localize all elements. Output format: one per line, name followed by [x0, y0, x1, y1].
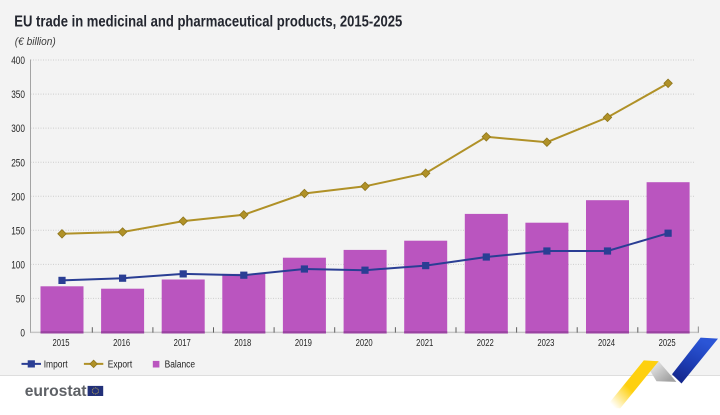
svg-text:EU trade in medicinal and phar: EU trade in medicinal and pharmaceutical…: [14, 13, 402, 31]
svg-text:2025: 2025: [659, 337, 676, 348]
svg-text:300: 300: [11, 123, 25, 135]
svg-text:2024: 2024: [598, 337, 615, 348]
svg-text:2021: 2021: [416, 337, 433, 348]
svg-text:2019: 2019: [295, 337, 312, 348]
svg-text:Balance: Balance: [165, 358, 195, 370]
svg-text:2016: 2016: [113, 337, 130, 348]
svg-text:0: 0: [20, 328, 25, 340]
svg-text:eurostat: eurostat: [25, 383, 88, 400]
svg-text:2023: 2023: [537, 337, 554, 348]
svg-text:350: 350: [11, 89, 25, 101]
svg-text:2022: 2022: [477, 337, 494, 348]
svg-text:Import: Import: [44, 358, 68, 370]
svg-text:150: 150: [11, 225, 25, 237]
svg-text:2018: 2018: [234, 337, 251, 348]
svg-text:(€ billion): (€ billion): [15, 35, 56, 47]
svg-text:250: 250: [11, 157, 25, 169]
svg-text:400: 400: [11, 55, 25, 67]
svg-text:100: 100: [11, 260, 25, 272]
svg-text:200: 200: [11, 191, 25, 203]
svg-text:2020: 2020: [356, 337, 373, 348]
svg-text:50: 50: [16, 294, 25, 306]
svg-text:2015: 2015: [52, 337, 69, 348]
svg-text:Export: Export: [108, 358, 133, 370]
svg-text:2017: 2017: [174, 337, 191, 348]
